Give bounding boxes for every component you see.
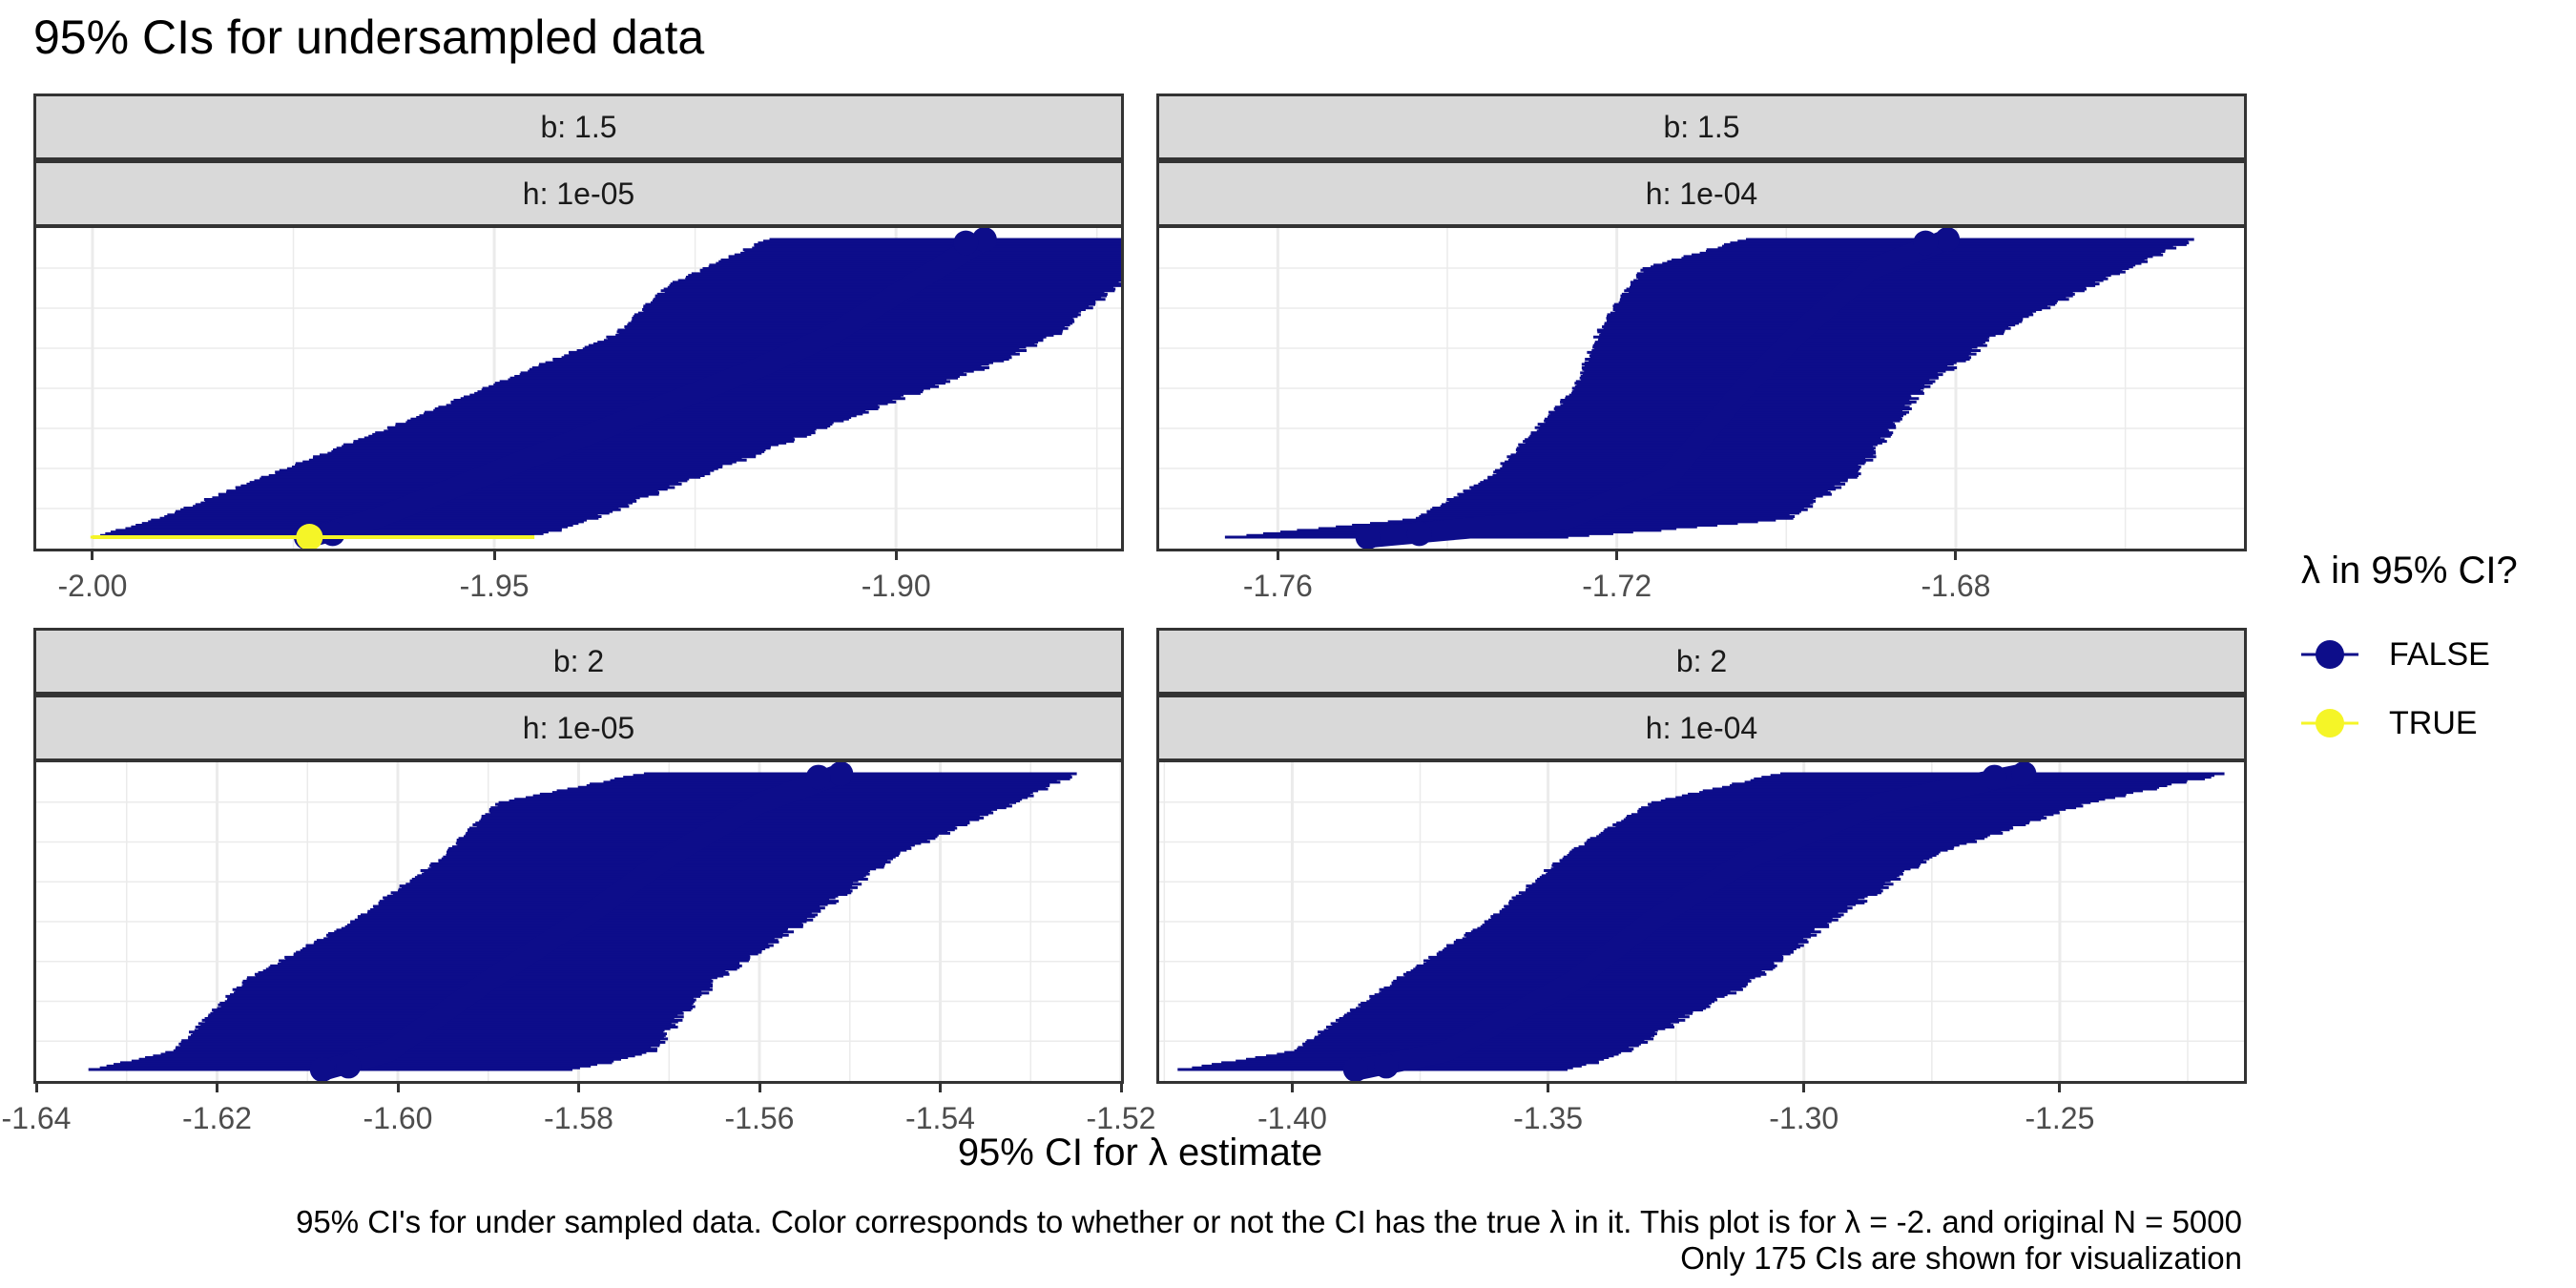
estimate-point-true bbox=[296, 524, 323, 549]
facet-panel bbox=[1156, 759, 2247, 1084]
point-estimates bbox=[299, 229, 995, 548]
x-tick-mark bbox=[216, 1084, 218, 1092]
legend-item-false: FALSE bbox=[2301, 628, 2549, 681]
x-tick-label: -1.60 bbox=[363, 1101, 433, 1135]
panel-plot bbox=[36, 228, 1121, 549]
x-tick-mark bbox=[577, 1084, 580, 1092]
x-tick-label: -1.62 bbox=[182, 1101, 252, 1135]
facet-strip-b: b: 2 bbox=[33, 628, 1124, 695]
x-tick-label: -1.95 bbox=[459, 569, 530, 603]
x-tick-mark bbox=[1547, 1084, 1550, 1092]
x-tick-mark bbox=[34, 1084, 38, 1092]
x-tick-label: -1.35 bbox=[1513, 1101, 1584, 1135]
x-tick-label: -1.76 bbox=[1242, 569, 1313, 603]
facet-strip-b: b: 1.5 bbox=[33, 93, 1124, 160]
x-tick-mark bbox=[1954, 551, 1958, 560]
x-tick-mark bbox=[894, 551, 898, 560]
estimate-point bbox=[1355, 525, 1381, 549]
legend-key-false bbox=[2301, 640, 2358, 669]
estimate-point bbox=[953, 230, 979, 256]
x-tick-mark bbox=[1276, 551, 1279, 560]
facet-panel bbox=[1156, 225, 2247, 551]
x-tick-mark bbox=[492, 551, 496, 560]
x-tick-label: -1.64 bbox=[1, 1101, 72, 1135]
x-tick-label: -1.68 bbox=[1921, 569, 1991, 603]
x-tick-label: -1.40 bbox=[1257, 1101, 1327, 1135]
legend-title: λ in 95% CI? bbox=[2301, 550, 2518, 592]
legend-key-true bbox=[2301, 709, 2358, 737]
x-tick-label: -1.54 bbox=[905, 1101, 975, 1135]
x-tick-mark bbox=[758, 1084, 761, 1092]
estimate-point bbox=[971, 228, 997, 252]
facet-panel bbox=[33, 225, 1124, 551]
estimate-point bbox=[1913, 230, 1939, 256]
x-tick-label: -1.72 bbox=[1582, 569, 1652, 603]
estimate-point bbox=[1374, 1053, 1400, 1079]
estimate-point bbox=[805, 764, 831, 790]
x-tick-mark bbox=[1290, 1084, 1294, 1092]
estimate-point bbox=[2011, 762, 2037, 786]
x-tick-label: -1.30 bbox=[1769, 1101, 1839, 1135]
facet-strip-b: b: 2 bbox=[1156, 628, 2247, 695]
legend-item-true: TRUE bbox=[2301, 696, 2549, 750]
facet-strip-b: b: 1.5 bbox=[1156, 93, 2247, 160]
estimate-point bbox=[1935, 228, 1961, 252]
estimate-point bbox=[1342, 1057, 1368, 1081]
x-tick-mark bbox=[91, 551, 94, 560]
x-tick-mark bbox=[1615, 551, 1619, 560]
x-tick-mark bbox=[939, 1084, 942, 1092]
x-tick-mark bbox=[396, 1084, 400, 1092]
x-tick-mark bbox=[2058, 1084, 2062, 1092]
estimate-point bbox=[309, 1057, 335, 1081]
x-tick-label: -1.56 bbox=[724, 1101, 795, 1135]
estimate-point bbox=[828, 762, 854, 786]
facet-strip-h: h: 1e-05 bbox=[33, 160, 1124, 227]
facet-strip-h: h: 1e-04 bbox=[1156, 160, 2247, 227]
panel-plot bbox=[36, 762, 1121, 1081]
x-axis-title: 95% CI for λ estimate bbox=[957, 1132, 1323, 1174]
caption-line-1: 95% CI's for under sampled data. Color c… bbox=[296, 1204, 2242, 1239]
legend-label-false: FALSE bbox=[2389, 636, 2490, 673]
chart-title: 95% CIs for undersampled data bbox=[33, 10, 705, 64]
x-tick-label: -1.52 bbox=[1086, 1101, 1156, 1135]
point-estimates bbox=[1348, 763, 2035, 1080]
estimate-point bbox=[336, 1053, 362, 1079]
caption-line-2: Only 175 CIs are shown for visualization bbox=[1680, 1240, 2242, 1276]
x-tick-mark bbox=[1802, 1084, 1806, 1092]
facet-strip-h: h: 1e-05 bbox=[33, 695, 1124, 761]
facet-strip-h: h: 1e-04 bbox=[1156, 695, 2247, 761]
estimate-point bbox=[320, 521, 345, 547]
x-tick-label: -1.25 bbox=[2025, 1101, 2095, 1135]
legend-label-true: TRUE bbox=[2389, 705, 2478, 741]
x-tick-label: -1.58 bbox=[544, 1101, 613, 1135]
estimate-point bbox=[1406, 521, 1432, 547]
panel-plot bbox=[1159, 228, 2244, 549]
x-tick-label: -2.00 bbox=[57, 569, 128, 603]
estimate-point bbox=[1982, 764, 2007, 790]
facet-panel bbox=[33, 759, 1124, 1084]
panel-plot bbox=[1159, 762, 2244, 1081]
x-tick-label: -1.90 bbox=[861, 569, 931, 603]
point-estimates bbox=[1361, 229, 1959, 548]
point-estimates bbox=[315, 763, 852, 1080]
x-tick-mark bbox=[1119, 1084, 1123, 1092]
